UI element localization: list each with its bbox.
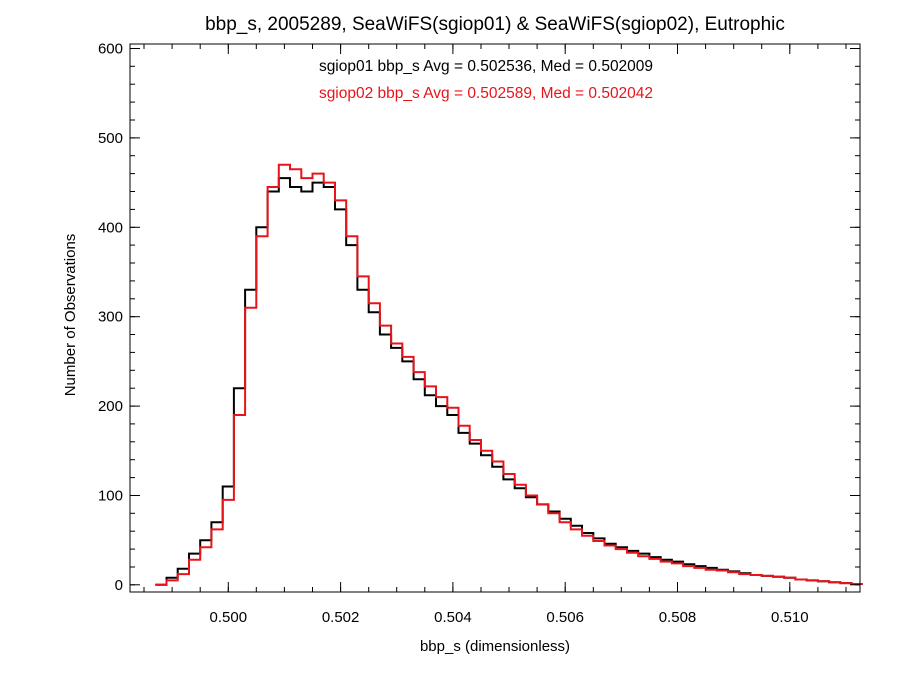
series-line-2: [155, 163, 863, 586]
y-tick-label: 600: [98, 41, 123, 58]
x-tick-label: 0.502: [322, 609, 360, 626]
legend-sgiop01-stats: sgiop01 bbp_s Avg = 0.502536, Med = 0.50…: [319, 58, 653, 75]
y-axis-label: Number of Observations: [62, 234, 79, 397]
legend-sgiop02-stats: sgiop02 bbp_s Avg = 0.502589, Med = 0.50…: [319, 85, 653, 102]
y-tick-label: 100: [98, 488, 123, 505]
x-tick-label: 0.508: [659, 609, 697, 626]
y-tick-label: 0: [115, 577, 123, 594]
series-line-1: [155, 177, 863, 586]
y-tick-label: 200: [98, 398, 123, 415]
axis-ticks: 0.500 0.502 0.504 0.506 0.508 0.510 0 100 200 300…: [98, 41, 860, 626]
x-axis-label: bbp_s (dimensionless): [420, 638, 570, 655]
y-tick-label: 400: [98, 219, 123, 236]
x-tick-label: 0.506: [546, 609, 584, 626]
y-tick-label: 500: [98, 130, 123, 147]
x-tick-label: 0.510: [771, 609, 809, 626]
x-tick-label: 0.504: [434, 609, 472, 626]
y-tick-label: 300: [98, 309, 123, 326]
series-group: [155, 163, 863, 586]
chart-title: bbp_s, 2005289, SeaWiFS(sgiop01) & SeaWi…: [205, 14, 785, 35]
x-tick-label: 0.500: [210, 609, 248, 626]
plot-frame: [129, 43, 861, 593]
